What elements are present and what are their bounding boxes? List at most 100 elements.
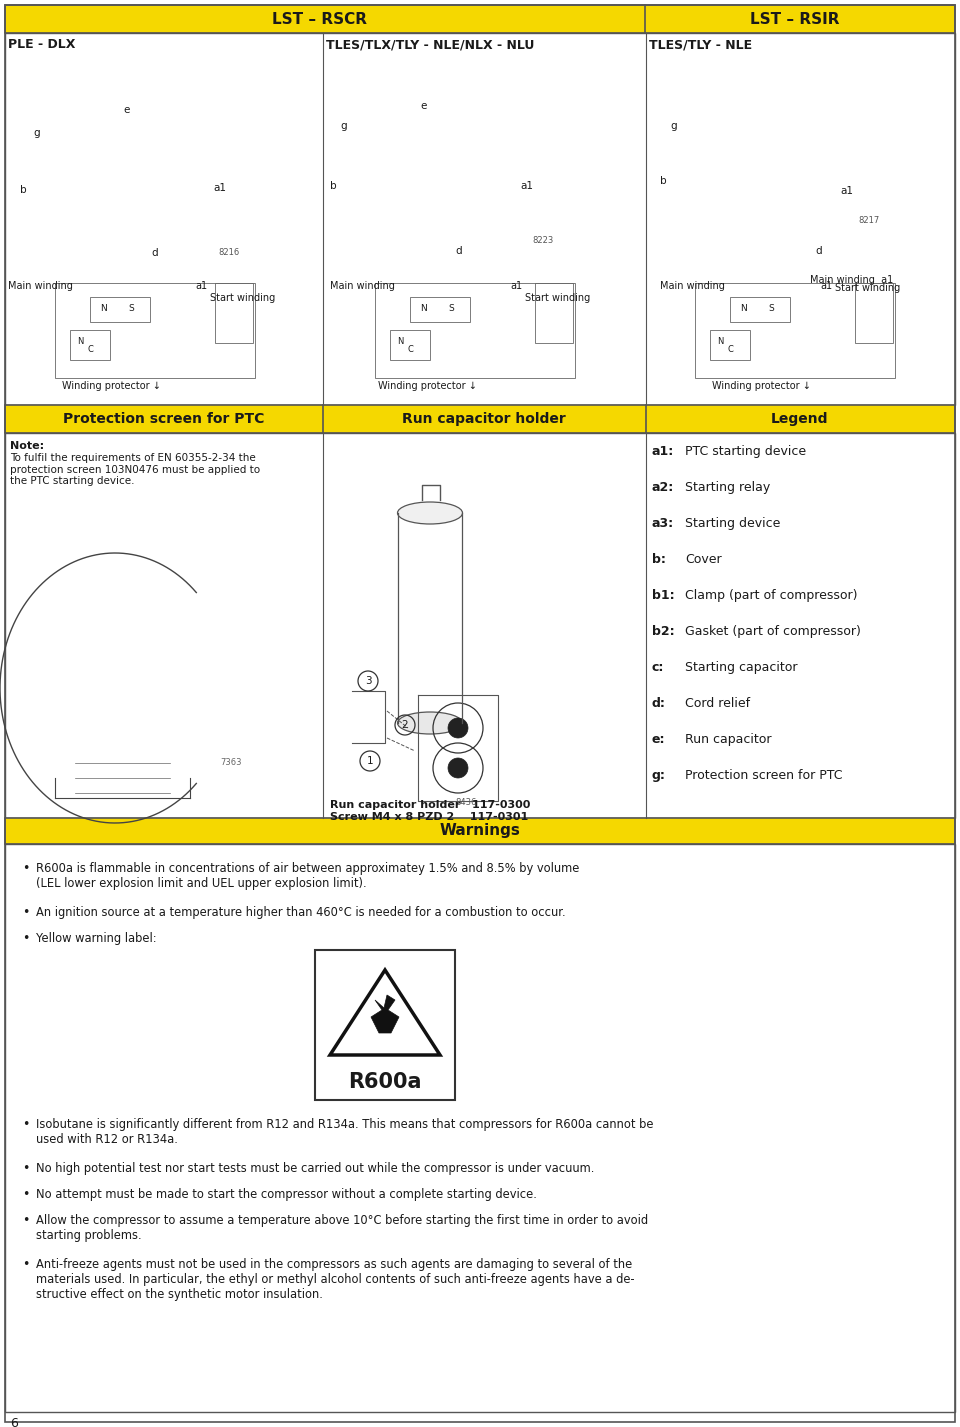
Text: Starting device: Starting device xyxy=(685,517,780,529)
Text: Isobutane is significantly different from R12 and R134a. This means that compres: Isobutane is significantly different fro… xyxy=(36,1117,654,1146)
Text: g: g xyxy=(33,128,39,138)
Text: Main winding: Main winding xyxy=(330,281,395,291)
Text: PTC starting device: PTC starting device xyxy=(685,445,806,458)
Bar xyxy=(730,297,790,323)
Text: a1: a1 xyxy=(510,281,522,291)
Text: 8217: 8217 xyxy=(858,215,879,225)
Text: e: e xyxy=(123,106,130,116)
Text: g: g xyxy=(340,121,347,131)
Text: N: N xyxy=(397,337,403,345)
Text: LST – RSIR: LST – RSIR xyxy=(751,11,840,27)
Text: Winding protector ↓: Winding protector ↓ xyxy=(378,381,477,391)
Text: Winding protector ↓: Winding protector ↓ xyxy=(62,381,161,391)
Bar xyxy=(70,330,110,360)
Text: •: • xyxy=(22,932,30,945)
Text: b2:: b2: xyxy=(652,625,675,638)
Text: To fulfil the requirements of EN 60355-2-34 the
protection screen 103N0476 must : To fulfil the requirements of EN 60355-2… xyxy=(10,452,260,487)
Text: C: C xyxy=(727,345,732,354)
Text: Protection screen for PTC: Protection screen for PTC xyxy=(63,412,265,427)
Text: No attempt must be made to start the compressor without a complete starting devi: No attempt must be made to start the com… xyxy=(36,1189,537,1202)
Text: Start winding: Start winding xyxy=(835,283,900,293)
Text: An ignition source at a temperature higher than 460°C is needed for a combustion: An ignition source at a temperature high… xyxy=(36,906,565,919)
Text: g: g xyxy=(670,121,677,131)
Text: 6: 6 xyxy=(10,1417,18,1427)
Bar xyxy=(315,950,455,1100)
Ellipse shape xyxy=(397,502,463,524)
Text: d: d xyxy=(815,245,822,255)
Bar xyxy=(535,283,573,342)
Text: Clamp (part of compressor): Clamp (part of compressor) xyxy=(685,589,857,602)
Text: C: C xyxy=(407,345,413,354)
Bar xyxy=(390,330,430,360)
Text: R600a: R600a xyxy=(348,1072,421,1092)
Text: Winding protector ↓: Winding protector ↓ xyxy=(712,381,811,391)
Text: Main winding: Main winding xyxy=(8,281,73,291)
Text: Run capacitor holder: Run capacitor holder xyxy=(402,412,565,427)
Bar xyxy=(855,283,893,342)
Text: Start winding: Start winding xyxy=(210,293,276,303)
Text: •: • xyxy=(22,1162,30,1174)
Bar xyxy=(375,283,575,378)
Text: a1: a1 xyxy=(820,281,832,291)
Text: Cover: Cover xyxy=(685,554,722,567)
Text: 2: 2 xyxy=(401,721,408,731)
Bar xyxy=(5,432,955,818)
Text: N: N xyxy=(717,337,724,345)
Text: Main winding: Main winding xyxy=(660,281,725,291)
Text: N: N xyxy=(100,304,107,313)
Text: a2:: a2: xyxy=(652,481,674,494)
Text: Run capacitor: Run capacitor xyxy=(685,733,772,746)
Text: b: b xyxy=(660,176,666,186)
Text: N: N xyxy=(420,304,427,313)
Text: a1: a1 xyxy=(213,183,226,193)
Text: TLES/TLX/TLY - NLE/NLX - NLU: TLES/TLX/TLY - NLE/NLX - NLU xyxy=(326,39,535,51)
Text: a1: a1 xyxy=(840,186,853,195)
Text: d: d xyxy=(151,248,157,258)
Text: b:: b: xyxy=(652,554,666,567)
Bar xyxy=(5,6,955,33)
Bar xyxy=(695,283,895,378)
Text: Yellow warning label:: Yellow warning label: xyxy=(36,932,156,945)
Text: Gasket (part of compressor): Gasket (part of compressor) xyxy=(685,625,861,638)
Text: Main winding  a1: Main winding a1 xyxy=(810,275,893,285)
Text: c:: c: xyxy=(652,661,664,674)
Text: N: N xyxy=(740,304,747,313)
Text: g:: g: xyxy=(652,769,666,782)
Text: Anti-freeze agents must not be used in the compressors as such agents are damagi: Anti-freeze agents must not be used in t… xyxy=(36,1259,635,1301)
Bar xyxy=(5,818,955,843)
Bar xyxy=(5,33,955,405)
Text: Screw M4 x 8 PZD 2    117-0301: Screw M4 x 8 PZD 2 117-0301 xyxy=(330,812,528,822)
Text: S: S xyxy=(448,304,454,313)
Bar xyxy=(55,283,255,378)
Text: e:: e: xyxy=(652,733,665,746)
Text: 3: 3 xyxy=(365,676,372,686)
Text: e: e xyxy=(420,101,426,111)
Text: TLES/TLY - NLE: TLES/TLY - NLE xyxy=(649,39,752,51)
Text: Start winding: Start winding xyxy=(525,293,590,303)
Text: Note:: Note: xyxy=(10,441,44,451)
Bar xyxy=(5,405,955,432)
Text: •: • xyxy=(22,1117,30,1132)
Bar xyxy=(90,297,150,323)
Bar xyxy=(710,330,750,360)
Text: 7363: 7363 xyxy=(220,758,242,766)
Circle shape xyxy=(448,758,468,778)
Text: Allow the compressor to assume a temperature above 10°C before starting the firs: Allow the compressor to assume a tempera… xyxy=(36,1214,648,1241)
Text: •: • xyxy=(22,1259,30,1271)
Text: b: b xyxy=(330,181,337,191)
Text: a1: a1 xyxy=(195,281,207,291)
Text: •: • xyxy=(22,1214,30,1227)
Text: C: C xyxy=(87,345,93,354)
Text: 1: 1 xyxy=(367,756,373,766)
Text: LST – RSCR: LST – RSCR xyxy=(273,11,368,27)
Text: b1:: b1: xyxy=(652,589,675,602)
Text: Protection screen for PTC: Protection screen for PTC xyxy=(685,769,843,782)
Text: 8216: 8216 xyxy=(218,248,239,257)
Text: d:: d: xyxy=(652,696,666,711)
Text: Starting capacitor: Starting capacitor xyxy=(685,661,798,674)
Text: N: N xyxy=(77,337,84,345)
Circle shape xyxy=(448,718,468,738)
Text: S: S xyxy=(128,304,133,313)
Text: b: b xyxy=(20,186,27,195)
Bar xyxy=(410,297,470,323)
